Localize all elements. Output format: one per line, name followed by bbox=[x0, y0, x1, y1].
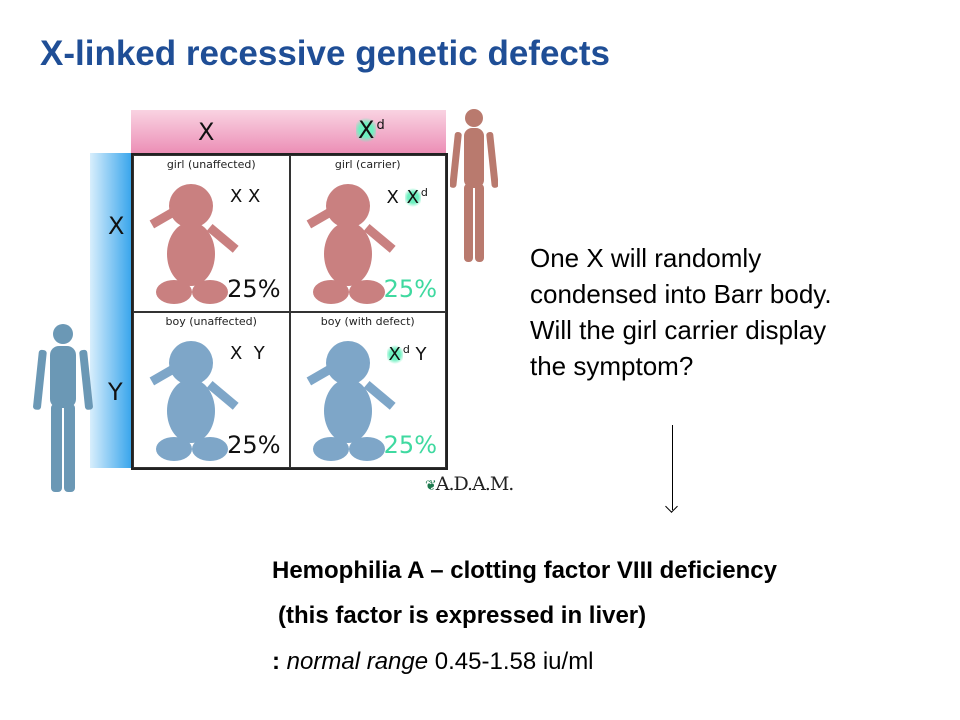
baby-girl-image bbox=[306, 184, 396, 304]
normal-range: : normal range 0.45-1.58 iu/ml bbox=[272, 648, 594, 675]
baby-boy-image bbox=[306, 340, 396, 461]
slide-title: X-linked recessive genetic defects bbox=[40, 34, 610, 73]
baby-girl-image bbox=[149, 184, 239, 304]
punnett-cell-girl-unaffected: girl (unaffected) X X 25% bbox=[133, 155, 290, 312]
punnett-cell-boy-unaffected: boy (unaffected) X Y 25% bbox=[133, 311, 290, 468]
father-allele-bar bbox=[90, 153, 131, 468]
baby-boy-image bbox=[149, 340, 239, 461]
mother-allele-bar bbox=[131, 110, 446, 153]
question-text: One X will randomly condensed into Barr … bbox=[530, 243, 832, 381]
down-arrow bbox=[672, 425, 673, 510]
punnett-square: girl (unaffected) X X 25% girl (carrier)… bbox=[131, 153, 448, 470]
man-figure-image bbox=[33, 324, 93, 492]
arrow-head-icon bbox=[665, 500, 678, 513]
father-allele-x: X bbox=[108, 212, 125, 240]
hemophilia-heading: Hemophilia A – clotting factor VIII defi… bbox=[272, 557, 777, 584]
liver-note: (this factor is expressed in liver) bbox=[278, 602, 647, 629]
woman-figure-image bbox=[450, 109, 498, 262]
father-allele-y: Y bbox=[108, 378, 123, 406]
mother-allele-x: X bbox=[198, 118, 215, 146]
adam-logo: ❦A.D.A.M. bbox=[425, 473, 514, 495]
